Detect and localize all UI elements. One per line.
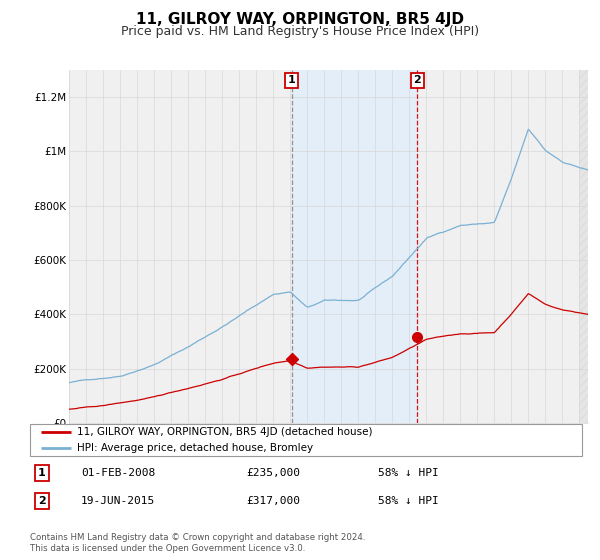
Text: 2: 2: [38, 496, 46, 506]
Text: 01-FEB-2008: 01-FEB-2008: [81, 468, 155, 478]
Text: 11, GILROY WAY, ORPINGTON, BR5 4JD (detached house): 11, GILROY WAY, ORPINGTON, BR5 4JD (deta…: [77, 427, 373, 437]
Text: Contains HM Land Registry data © Crown copyright and database right 2024.
This d: Contains HM Land Registry data © Crown c…: [30, 533, 365, 553]
Text: £235,000: £235,000: [246, 468, 300, 478]
Text: 19-JUN-2015: 19-JUN-2015: [81, 496, 155, 506]
Bar: [292, 70, 417, 423]
Text: 58% ↓ HPI: 58% ↓ HPI: [378, 468, 439, 478]
Text: 11, GILROY WAY, ORPINGTON, BR5 4JD: 11, GILROY WAY, ORPINGTON, BR5 4JD: [136, 12, 464, 27]
FancyBboxPatch shape: [30, 424, 582, 456]
Text: 1: 1: [38, 468, 46, 478]
Bar: [580, 70, 588, 423]
Text: 1: 1: [287, 75, 295, 85]
Text: 2: 2: [413, 75, 421, 85]
Text: £317,000: £317,000: [246, 496, 300, 506]
Text: Price paid vs. HM Land Registry's House Price Index (HPI): Price paid vs. HM Land Registry's House …: [121, 25, 479, 38]
Text: 58% ↓ HPI: 58% ↓ HPI: [378, 496, 439, 506]
Text: HPI: Average price, detached house, Bromley: HPI: Average price, detached house, Brom…: [77, 444, 313, 453]
